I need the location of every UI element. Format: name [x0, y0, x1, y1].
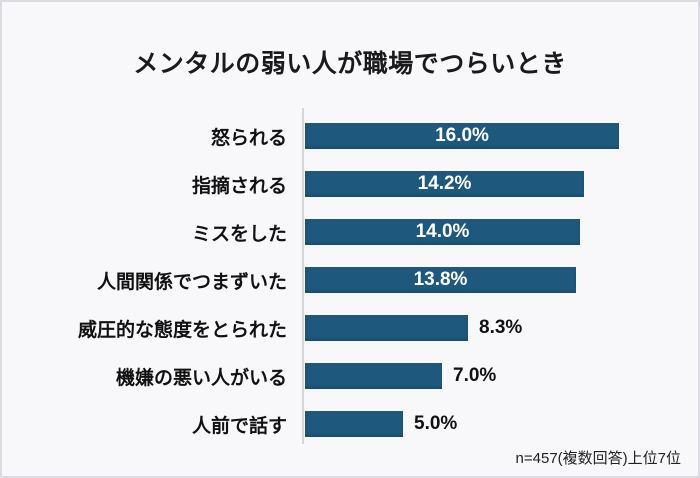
category-label: 機嫌の悪い人がいる [115, 367, 287, 389]
value-label: 14.0% [415, 221, 470, 242]
bar-track: 14.2% [305, 171, 698, 197]
chart-row: ミスをした 14.0% [2, 208, 698, 256]
category-label: 指摘される [191, 175, 287, 197]
bar: 14.2% [305, 171, 584, 197]
bar: 8.3% [305, 315, 522, 341]
y-axis-line [302, 108, 304, 444]
bar: 5.0% [305, 411, 457, 437]
chart-row: 指摘される 14.2% [2, 160, 698, 208]
bar-chart: 怒られる 16.0% 指摘される 14.2% ミスをした 14.0% 人間関係でつまずいた 1… [2, 112, 698, 448]
bar-track: 14.0% [305, 219, 698, 245]
bar: 14.0% [305, 219, 580, 245]
bar-track: 8.3% [305, 315, 698, 341]
category-label: 威圧的な態度をとられた [77, 319, 287, 341]
bar: 13.8% [305, 267, 576, 293]
sample-size-note: n=457(複数回答)上位7位 [515, 450, 681, 467]
chart-row: 威圧的な態度をとられた 8.3% [2, 304, 698, 352]
value-label: 13.8% [413, 269, 468, 290]
bar-track: 5.0% [305, 411, 698, 437]
chart-row: 人前で話す 5.0% [2, 400, 698, 448]
bar-track: 13.8% [305, 267, 698, 293]
bar: 7.0% [305, 363, 496, 389]
bar: 16.0% [305, 123, 619, 149]
chart-row: 機嫌の悪い人がいる 7.0% [2, 352, 698, 400]
value-label: 16.0% [435, 125, 489, 146]
category-label: 怒られる [210, 127, 287, 149]
value-label: 5.0% [414, 413, 458, 434]
value-label: 8.3% [479, 317, 523, 338]
chart-title: メンタルの弱い人が職場でつらいとき [133, 50, 567, 78]
value-label: 14.2% [417, 173, 472, 194]
chart-row: 怒られる 16.0% [2, 112, 698, 160]
bar-track: 16.0% [305, 123, 698, 149]
category-label: 人前で話す [191, 415, 287, 437]
chart-row: 人間関係でつまずいた 13.8% [2, 256, 698, 304]
value-label: 7.0% [453, 365, 497, 386]
bar-track: 7.0% [305, 363, 698, 389]
category-label: 人間関係でつまずいた [96, 271, 287, 293]
category-label: ミスをした [191, 223, 287, 245]
